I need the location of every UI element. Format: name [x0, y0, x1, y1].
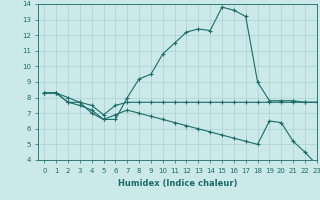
X-axis label: Humidex (Indice chaleur): Humidex (Indice chaleur) — [118, 179, 237, 188]
